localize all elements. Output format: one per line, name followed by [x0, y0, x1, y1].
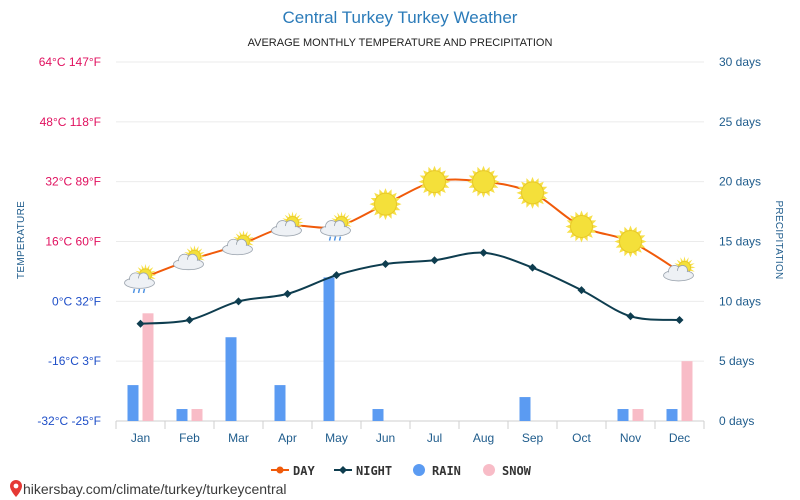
month-label: Apr [278, 431, 297, 445]
month-label: Sep [522, 431, 544, 445]
watermark-text: hikersbay.com/climate/turkey/turkeycentr… [23, 481, 287, 497]
rain-bar [617, 409, 629, 421]
day-temperature-line [140, 178, 681, 280]
night-point [626, 312, 635, 321]
night-point [136, 319, 145, 328]
precipitation-tick-label: 15 days [719, 235, 761, 249]
month-label: Nov [620, 431, 641, 445]
sun-icon [516, 176, 549, 209]
rain-bar [176, 409, 188, 421]
night-point [430, 256, 439, 265]
legend-rain-label: RAIN [432, 464, 461, 478]
night-point [528, 263, 537, 272]
sun-icon [369, 188, 402, 221]
temperature-tick-label: -32°C -25°F [37, 414, 101, 428]
night-point [577, 286, 586, 295]
legend-day[interactable]: DAY [271, 464, 315, 478]
rain-bar [127, 385, 139, 421]
sun-icon [614, 225, 647, 258]
sun-icon [467, 165, 500, 198]
precipitation-tick-label: 0 days [719, 414, 754, 428]
sun-icon [418, 165, 451, 198]
month-label: Aug [473, 431, 494, 445]
temperature-tick-label: 64°C 147°F [39, 55, 101, 69]
watermark[interactable]: hikersbay.com/climate/turkey/turkeycentr… [10, 480, 287, 497]
temperature-tick-label: 32°C 89°F [45, 175, 101, 189]
month-axis-ticks: Jan Feb Mar Apr May Jun Jul Aug Sep Oct Nov Dec [115, 421, 705, 445]
precipitation-tick-label: 30 days [719, 55, 761, 69]
night-point [185, 316, 194, 325]
legend-day-label: DAY [293, 464, 315, 478]
month-label: Mar [228, 431, 249, 445]
month-label: Jun [376, 431, 395, 445]
night-point [381, 259, 390, 268]
precipitation-tick-label: 20 days [719, 175, 761, 189]
cloud-sun-icon [663, 256, 696, 282]
rain-bar [666, 409, 678, 421]
rain-bar [274, 385, 286, 421]
precipitation-tick-label: 5 days [719, 354, 754, 368]
rain-bar [323, 277, 335, 421]
snow-bar [142, 313, 154, 421]
temperature-axis-ticks: 64°C 147°F 48°C 118°F 32°C 89°F 16°C 60°F 0°… [37, 55, 101, 428]
sun-icon [565, 210, 598, 243]
night-point [675, 316, 684, 325]
month-label: Feb [179, 431, 200, 445]
month-label: Oct [572, 431, 591, 445]
rain-bar [372, 409, 384, 421]
legend-snow[interactable]: SNOW [483, 464, 532, 478]
rain-bar [225, 337, 237, 421]
month-label: May [325, 431, 348, 445]
cloud-sun-icon [271, 211, 304, 237]
month-label: Dec [669, 431, 690, 445]
temperature-axis-label: TEMPERATURE [16, 201, 27, 279]
rain-bar [519, 397, 531, 421]
temperature-lines [136, 178, 684, 328]
cloud-rain-sun-icon [124, 263, 157, 294]
temperature-tick-label: -16°C 3°F [48, 354, 101, 368]
legend-snow-label: SNOW [502, 464, 532, 478]
snow-bar [632, 409, 644, 421]
month-label: Jan [131, 431, 150, 445]
cloud-sun-icon [222, 230, 255, 256]
precipitation-axis-ticks: 30 days 25 days 20 days 15 days 10 days 5 day… [719, 55, 761, 428]
precipitation-axis-label: PRECIPITATION [773, 200, 784, 279]
precipitation-tick-label: 10 days [719, 294, 761, 308]
snow-bar [191, 409, 203, 421]
night-point [283, 289, 292, 298]
chart-subtitle: AVERAGE MONTHLY TEMPERATURE AND PRECIPIT… [248, 37, 553, 49]
temperature-tick-label: 48°C 118°F [40, 115, 101, 129]
temperature-tick-label: 0°C 32°F [52, 294, 101, 308]
night-point [479, 248, 488, 257]
cloud-rain-sun-icon [320, 211, 353, 241]
cloud-sun-icon [173, 245, 206, 271]
precipitation-tick-label: 25 days [719, 115, 761, 129]
legend-night[interactable]: NIGHT [334, 464, 392, 478]
night-point [234, 297, 243, 306]
legend: DAY NIGHT RAIN SNOW [271, 464, 532, 478]
snow-bar [681, 361, 693, 421]
night-point [332, 271, 341, 280]
month-label: Jul [427, 431, 442, 445]
night-temperature-line [140, 251, 680, 325]
temperature-tick-label: 16°C 60°F [45, 235, 101, 249]
chart-title: Central Turkey Turkey Weather [283, 8, 518, 27]
legend-night-label: NIGHT [356, 464, 392, 478]
location-pin-icon [10, 480, 22, 497]
precipitation-bars [127, 277, 693, 421]
weather-icons [124, 165, 696, 294]
legend-rain[interactable]: RAIN [413, 464, 461, 478]
